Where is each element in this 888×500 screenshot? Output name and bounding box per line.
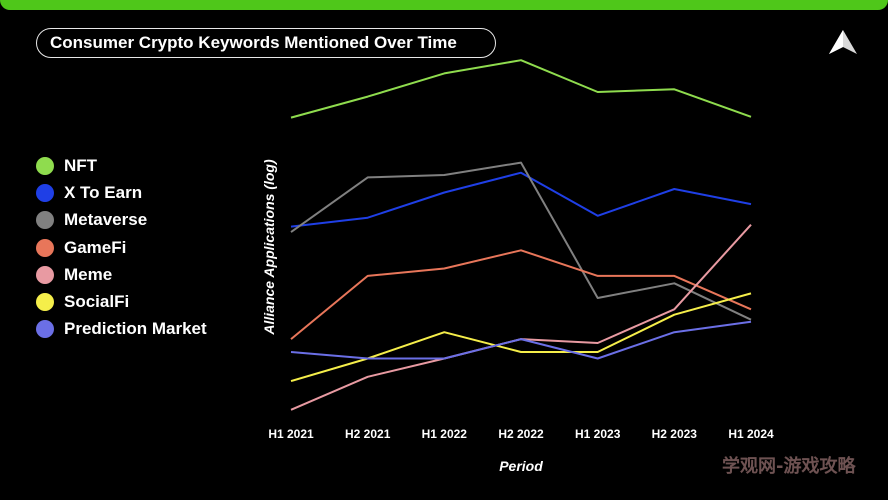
legend-label: Prediction Market <box>64 319 207 339</box>
legend-swatch <box>36 211 54 230</box>
x-tick-labels: H1 2021 H2 2021 H1 2022 H2 2022 H1 2023 H2 20… <box>268 427 774 441</box>
legend-swatch <box>36 156 54 175</box>
x-tick-label: H2 2023 <box>652 427 698 441</box>
legend-swatch <box>36 238 54 257</box>
x-tick-label: H1 2022 <box>422 427 468 441</box>
legend-label: SocialFi <box>64 292 130 312</box>
x-tick-label: H2 2021 <box>345 427 391 441</box>
series-line-x-to-earn <box>290 171 752 228</box>
x-tick-label: H2 2022 <box>498 427 544 441</box>
x-axis-title: Period <box>499 458 543 474</box>
chart-legend: NFT X To Earn Metaverse GameFi Meme SocialFi P… <box>36 152 246 343</box>
y-axis-title: Alliance Applications (log) <box>261 159 277 336</box>
legend-item: X To Earn <box>36 179 246 206</box>
legend-label: GameFi <box>64 237 127 257</box>
legend-label: NFT <box>64 155 98 175</box>
legend-swatch <box>36 183 54 202</box>
legend-item: Meme <box>36 261 246 288</box>
chart-title: Consumer Crypto Keywords Mentioned Over … <box>50 33 457 52</box>
triangle-logo-icon <box>829 30 857 54</box>
legend-item: SocialFi <box>36 288 246 315</box>
series-line-nft <box>290 59 752 119</box>
top-accent-bar <box>0 0 888 10</box>
legend-swatch <box>36 265 54 284</box>
series-line-metaverse <box>290 161 752 321</box>
x-tick-label: H1 2023 <box>575 427 621 441</box>
series-line-socialfi <box>290 292 752 383</box>
series-line-meme <box>290 224 752 411</box>
legend-item: Metaverse <box>36 207 246 234</box>
series-line-gamefi <box>290 249 752 340</box>
legend-swatch <box>36 293 54 312</box>
series-lines <box>290 59 752 411</box>
series-line-prediction-market <box>290 320 752 360</box>
legend-item: GameFi <box>36 234 246 261</box>
legend-label: Meme <box>64 264 113 284</box>
legend-label: Metaverse <box>64 210 148 230</box>
x-tick-label: H1 2021 <box>268 427 314 441</box>
legend-label: X To Earn <box>64 182 143 202</box>
x-tick-label: H1 2024 <box>728 427 774 441</box>
legend-item: NFT <box>36 152 246 179</box>
legend-item: Prediction Market <box>36 316 246 343</box>
chart-title-pill: Consumer Crypto Keywords Mentioned Over … <box>36 28 496 58</box>
watermark-text: 学观网-游戏攻略 <box>722 456 856 477</box>
legend-swatch <box>36 320 54 339</box>
